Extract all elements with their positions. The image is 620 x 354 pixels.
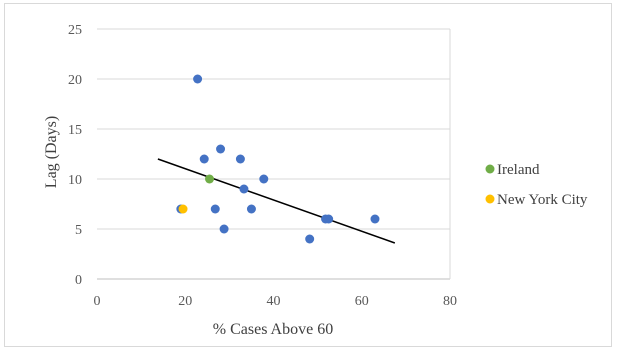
data-point-s0-6 [246,204,256,214]
legend-label-1: New York City [497,192,588,208]
data-point-s1-0 [205,174,215,184]
y-axis-title: Lag (Days) [43,116,60,188]
x-axis-title: % Cases Above 60 [213,321,333,338]
data-point-s2-0 [178,204,188,214]
data-point-s0-8 [219,224,229,234]
y-tick-20: 20 [68,73,82,88]
legend: Ireland New York City [485,162,588,208]
data-point-s0-3 [235,154,245,164]
x-tick-0: 0 [94,294,101,309]
data-point-s0-12 [324,214,334,224]
y-tick-0: 0 [75,273,82,288]
y-tick-5: 5 [75,223,82,238]
data-point-s0-5 [259,174,269,184]
data-point-s0-10 [305,234,315,244]
x-tick-20: 20 [178,294,192,309]
legend-item-1: New York City [485,192,588,208]
y-tick-10: 10 [68,173,82,188]
data-point-s0-7 [210,204,220,214]
data-point-s0-1 [199,154,209,164]
x-tick-labels: 0 20 40 60 80 [94,294,458,309]
y-tick-15: 15 [68,123,82,138]
y-tick-labels: 0 5 10 15 20 25 [68,23,82,288]
data-point-s0-4 [239,184,249,194]
x-tick-40: 40 [267,294,281,309]
legend-item-0: Ireland [485,162,540,178]
legend-marker-1 [485,194,495,204]
x-tick-80: 80 [443,294,457,309]
legend-label-0: Ireland [497,162,540,178]
data-point-s0-2 [216,144,226,154]
data-point-s0-13 [370,214,380,224]
data-points [176,74,380,244]
data-point-s0-0 [193,74,203,84]
trendline [157,158,396,244]
x-tick-60: 60 [355,294,369,309]
legend-marker-0 [485,164,495,174]
gridlines [97,28,451,280]
chart-frame [4,3,612,347]
y-tick-25: 25 [68,23,82,38]
